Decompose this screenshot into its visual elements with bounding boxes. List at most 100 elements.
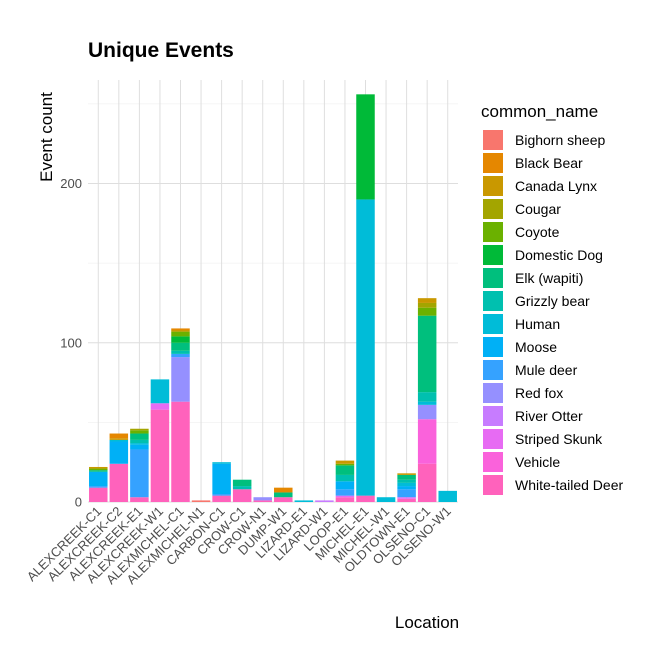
legend-label: River Otter bbox=[515, 408, 583, 424]
bar-segment bbox=[294, 500, 314, 502]
bar-segment bbox=[130, 433, 149, 440]
legend-label: Mule deer bbox=[515, 362, 578, 378]
bar-segment bbox=[130, 449, 149, 498]
bar-segment bbox=[397, 497, 416, 499]
legend: common_name Bighorn sheep Black Bear Canad… bbox=[481, 102, 623, 495]
bar-segment bbox=[417, 463, 437, 502]
bar-segment bbox=[417, 307, 437, 316]
bar-segment bbox=[397, 479, 416, 483]
bar-segment bbox=[130, 444, 149, 450]
legend-label: Cougar bbox=[515, 201, 561, 217]
bar-segment bbox=[171, 357, 190, 402]
legend-label: Elk (wapiti) bbox=[515, 270, 583, 286]
bar-segment bbox=[397, 473, 416, 475]
legend-swatch bbox=[483, 429, 503, 449]
bar-segment bbox=[171, 336, 190, 343]
bar-segment bbox=[417, 419, 437, 464]
bar-segment bbox=[376, 497, 396, 502]
legend-swatch bbox=[483, 475, 503, 495]
bar-segment bbox=[130, 497, 149, 502]
bar-segment bbox=[335, 460, 355, 464]
y-tick-label: 200 bbox=[60, 176, 82, 191]
bar-segment bbox=[438, 490, 457, 502]
bar-segment bbox=[171, 401, 190, 502]
legend-swatch bbox=[483, 130, 503, 150]
bar-segment bbox=[89, 487, 108, 502]
y-tick-label: 100 bbox=[60, 335, 82, 350]
bar-segment bbox=[212, 494, 231, 496]
bar-segment bbox=[232, 489, 252, 502]
bar-segment bbox=[417, 401, 437, 405]
bar-segment bbox=[232, 486, 252, 490]
bar-segment bbox=[335, 497, 355, 502]
bar-segment bbox=[356, 495, 375, 502]
bar-segment bbox=[89, 466, 108, 469]
bar-segment bbox=[89, 468, 108, 471]
bar-segment bbox=[417, 298, 437, 303]
legend-label: Coyote bbox=[515, 224, 560, 240]
x-axis-ticks: ALEXCREEK-C1ALEXCREEK-C2ALEXCREEK-E1ALEX… bbox=[24, 504, 454, 588]
x-axis-title: Location bbox=[395, 613, 459, 632]
bars bbox=[89, 94, 457, 502]
bar-segment bbox=[274, 487, 293, 493]
bar-segment bbox=[171, 353, 190, 358]
bar-segment bbox=[130, 430, 149, 434]
bar-segment bbox=[89, 471, 108, 487]
legend-swatch bbox=[483, 268, 503, 288]
bar-segment bbox=[89, 470, 108, 472]
legend-swatch bbox=[483, 360, 503, 380]
legend-swatch bbox=[483, 291, 503, 311]
bar-segment bbox=[356, 199, 375, 496]
legend-label: Striped Skunk bbox=[515, 431, 603, 447]
legend-swatch bbox=[483, 199, 503, 219]
bar-segment bbox=[253, 497, 272, 501]
legend-title: common_name bbox=[481, 102, 598, 121]
bar-segment bbox=[253, 500, 272, 502]
legend-swatch bbox=[483, 314, 503, 334]
y-axis-ticks: 0 100 200 bbox=[60, 176, 82, 509]
bar-segment bbox=[417, 315, 437, 393]
chart-title: Unique Events bbox=[88, 39, 234, 62]
legend-label: Grizzly bear bbox=[515, 293, 590, 309]
bar-segment bbox=[274, 497, 293, 502]
bar-segment bbox=[171, 328, 190, 331]
legend-swatch bbox=[483, 245, 503, 265]
legend-label: White-tailed Deer bbox=[515, 477, 623, 493]
bar-segment bbox=[335, 463, 355, 466]
bar-segment bbox=[417, 404, 437, 420]
legend-swatch bbox=[483, 406, 503, 426]
bar-segment bbox=[335, 481, 355, 490]
legend-label: Human bbox=[515, 316, 560, 332]
bar-segment bbox=[109, 438, 129, 440]
legend-swatch bbox=[483, 383, 503, 403]
y-tick-label: 0 bbox=[75, 495, 82, 510]
bar-segment bbox=[150, 409, 170, 502]
legend-label: Black Bear bbox=[515, 155, 583, 171]
bar-segment bbox=[89, 486, 108, 488]
bar-segment bbox=[212, 463, 231, 495]
bar-segment bbox=[171, 350, 190, 354]
bar-segment bbox=[417, 302, 437, 308]
bar-segment bbox=[335, 474, 355, 482]
bar-segment bbox=[397, 474, 416, 480]
bar-segment bbox=[397, 482, 416, 487]
bar-segment bbox=[171, 331, 190, 337]
bar-segment bbox=[130, 443, 149, 445]
bar-segment bbox=[356, 94, 375, 200]
bar-segment bbox=[130, 428, 149, 431]
legend-swatch bbox=[483, 153, 503, 173]
bar-segment bbox=[109, 433, 129, 439]
bar-segment bbox=[212, 495, 231, 502]
bar-segment bbox=[417, 392, 437, 402]
bar-segment bbox=[335, 495, 355, 498]
bar-segment bbox=[109, 463, 129, 502]
legend-label: Red fox bbox=[515, 385, 563, 401]
legend-label: Canada Lynx bbox=[515, 178, 597, 194]
bar-segment bbox=[171, 330, 190, 332]
bar-segment bbox=[274, 492, 293, 498]
bar-segment bbox=[232, 479, 252, 487]
bar-segment bbox=[130, 439, 149, 444]
legend-label: Moose bbox=[515, 339, 557, 355]
legend-label: Vehicle bbox=[515, 454, 560, 470]
